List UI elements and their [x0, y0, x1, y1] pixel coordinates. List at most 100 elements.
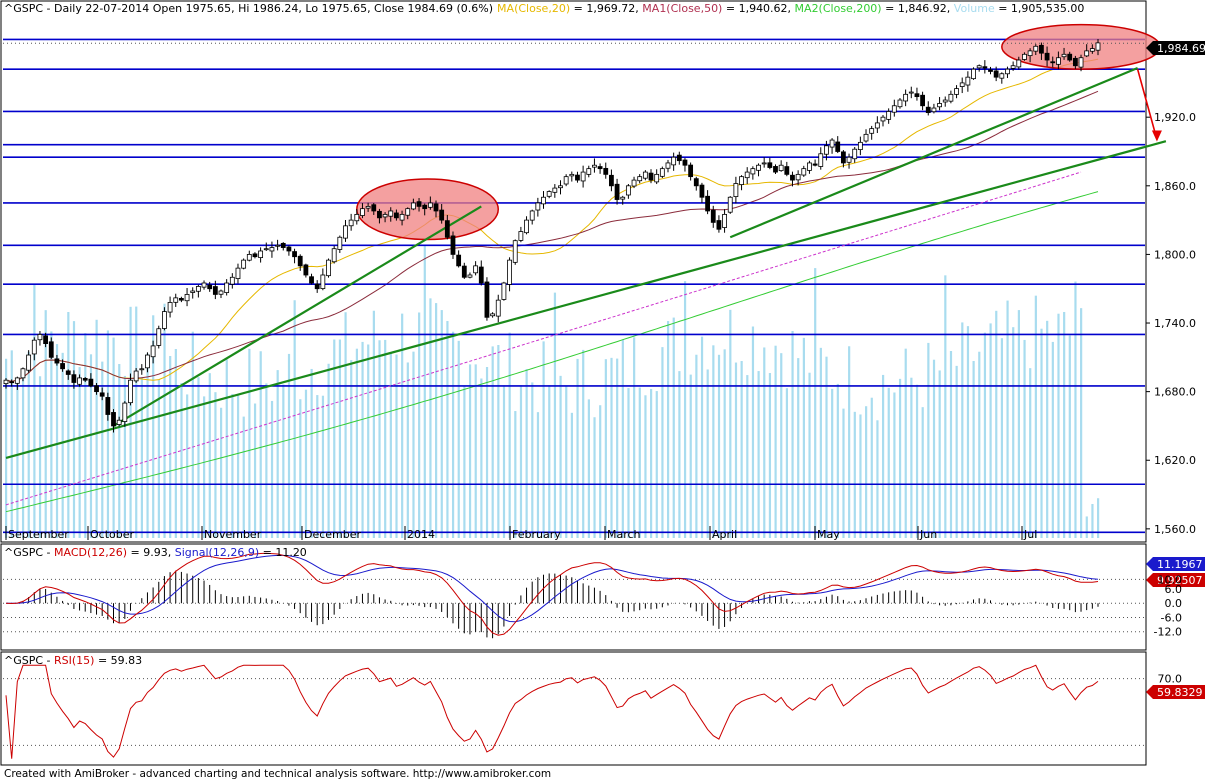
candle-body [241, 259, 247, 269]
candle-body [818, 153, 824, 167]
candle-body [954, 88, 959, 95]
candle-body [99, 392, 105, 397]
macd-value-badge: 9.92507 [1146, 573, 1205, 587]
candle-body [676, 154, 682, 162]
svg-text:9.92507: 9.92507 [1157, 574, 1203, 587]
candle-body [1055, 57, 1061, 65]
volume-bar [983, 332, 987, 538]
volume-bar [446, 321, 449, 538]
candle-body [150, 345, 156, 358]
volume-bar [961, 322, 964, 538]
candle-body [801, 168, 807, 176]
volume-bar [293, 300, 296, 538]
price-candles [3, 39, 1101, 433]
volume-bar [350, 360, 353, 538]
volume-bar [570, 412, 574, 538]
macd-tick-label: 6.0 [1165, 583, 1183, 596]
volume-bar [508, 332, 511, 538]
volume-bar [944, 275, 947, 538]
volume-bar [1023, 339, 1026, 538]
volume-bar [118, 364, 121, 538]
candle-body [218, 290, 224, 295]
volume-bar [140, 376, 143, 538]
candle-body [1027, 50, 1033, 57]
candle-body [201, 282, 207, 288]
volume-bar [61, 352, 64, 538]
volume-bar [927, 342, 930, 538]
macd-tick-label: 10.0 [1158, 573, 1183, 586]
candle-body [727, 196, 733, 213]
macd-y-axis: 10.06.00.0-6.0 -12.0 [1154, 573, 1182, 638]
volume-bar [915, 384, 919, 538]
volume-bar [723, 349, 726, 538]
candle-body [903, 93, 909, 102]
candle-body [1078, 57, 1084, 68]
price-panel[interactable] [0, 0, 1147, 543]
candle-body [331, 248, 337, 263]
candle-body [495, 299, 501, 317]
volume-bar [378, 340, 381, 538]
volume-bar [836, 383, 839, 538]
candle-body [473, 265, 479, 274]
candle-body [88, 378, 94, 387]
volume-bar [683, 281, 687, 538]
volume-bar [101, 361, 104, 538]
volume-bar [666, 321, 670, 538]
volume-bar [1063, 311, 1066, 538]
volume-bar [819, 347, 822, 538]
candle-body [48, 341, 54, 358]
volume-bar [559, 375, 562, 538]
y-tick-label: 1,620.0 [1154, 454, 1196, 467]
volume-bar [55, 344, 59, 538]
candle-body [286, 246, 292, 252]
volume-bar [191, 331, 194, 538]
candle-body [659, 168, 665, 177]
candle-body [337, 236, 343, 250]
candle-body [609, 174, 614, 187]
candle-body [597, 166, 603, 170]
candle-body [365, 205, 371, 209]
volume-bar [797, 358, 800, 538]
candle-body [1084, 50, 1090, 57]
candle-body [65, 370, 71, 375]
volume-bar [270, 400, 274, 538]
candle-body [750, 168, 756, 175]
candle-body [326, 259, 331, 277]
candle-body [840, 151, 846, 164]
volume-bar [1085, 516, 1088, 538]
candle-body [456, 254, 462, 267]
x-tick-label: Jul [1023, 528, 1037, 541]
candle-body [988, 69, 993, 72]
volume-bar [1006, 300, 1009, 538]
macd-panel[interactable] [0, 543, 1147, 651]
y-tick-label: 1,800.0 [1154, 248, 1196, 261]
volume-bar [774, 345, 777, 538]
volume-bar [921, 407, 924, 538]
candle-body [931, 107, 937, 113]
volume-bar [876, 420, 879, 538]
candle-body [761, 162, 767, 165]
volume-bar [1080, 308, 1083, 538]
volume-bar [474, 364, 477, 538]
volume-bar [966, 326, 970, 538]
volume-bar [265, 383, 268, 538]
volume-bar [27, 351, 30, 538]
y-tick-label: 1,920.0 [1154, 111, 1196, 124]
macd-header: ^GSPC - MACD(12,26) = 9.93, Signal(12,26… [4, 546, 307, 559]
volume-bar [825, 356, 828, 538]
volume-bar [395, 354, 398, 538]
candle-body [835, 141, 841, 152]
rsi-panel[interactable] [0, 651, 1147, 766]
volume-bar [633, 337, 636, 538]
volume-bar [435, 303, 438, 538]
candle-body [693, 178, 699, 187]
macd-tick-label: 0.0 [1165, 597, 1183, 610]
candle-body [778, 164, 784, 172]
candle-body [360, 208, 365, 216]
volume-bar [152, 315, 155, 538]
volume-bar [203, 396, 206, 538]
candle-body [343, 225, 348, 239]
candle-body [586, 168, 592, 175]
